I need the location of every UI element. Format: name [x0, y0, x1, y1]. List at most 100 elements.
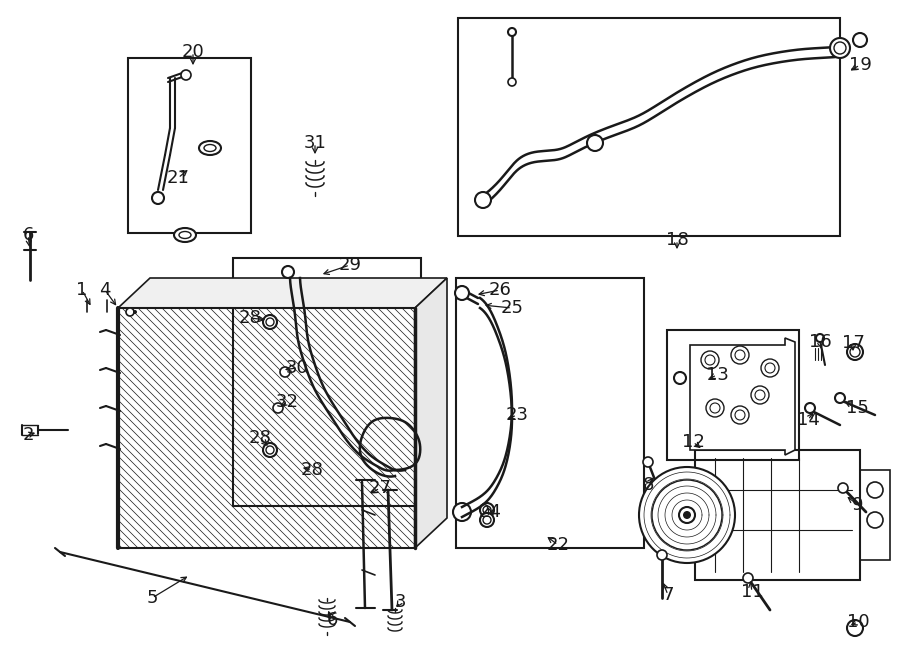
Text: 13: 13: [706, 366, 728, 384]
Text: 18: 18: [666, 231, 688, 249]
Circle shape: [850, 347, 860, 357]
Text: 25: 25: [500, 299, 524, 317]
Bar: [458, 18, 840, 236]
Circle shape: [755, 390, 765, 400]
Circle shape: [639, 467, 735, 563]
Text: 21: 21: [166, 169, 189, 187]
Circle shape: [705, 355, 715, 365]
Circle shape: [867, 512, 883, 528]
Polygon shape: [415, 278, 447, 548]
Circle shape: [508, 78, 516, 86]
Polygon shape: [118, 308, 415, 548]
Polygon shape: [690, 338, 795, 455]
Circle shape: [731, 406, 749, 424]
Text: 26: 26: [489, 281, 511, 299]
Text: 2: 2: [22, 426, 34, 444]
Text: 12: 12: [681, 433, 705, 451]
Ellipse shape: [179, 231, 191, 239]
Circle shape: [731, 346, 749, 364]
Circle shape: [838, 483, 848, 493]
Circle shape: [701, 351, 719, 369]
Circle shape: [126, 308, 134, 316]
Circle shape: [263, 315, 277, 329]
Text: 8: 8: [643, 476, 653, 494]
Text: 20: 20: [182, 43, 204, 61]
Text: 24: 24: [479, 503, 501, 521]
Circle shape: [657, 550, 667, 560]
Circle shape: [805, 403, 815, 413]
Circle shape: [282, 266, 294, 278]
Circle shape: [853, 33, 867, 47]
Circle shape: [835, 393, 845, 403]
Text: 22: 22: [546, 536, 570, 554]
Circle shape: [706, 399, 724, 417]
Text: 9: 9: [852, 496, 864, 514]
Circle shape: [710, 403, 720, 413]
Circle shape: [735, 350, 745, 360]
Circle shape: [483, 516, 491, 524]
Circle shape: [867, 482, 883, 498]
Circle shape: [453, 503, 471, 521]
Circle shape: [679, 507, 695, 523]
Text: 29: 29: [338, 256, 362, 274]
Circle shape: [765, 363, 775, 373]
Text: 3: 3: [394, 593, 406, 611]
Bar: [667, 330, 799, 460]
Text: 28: 28: [238, 309, 261, 327]
Circle shape: [652, 480, 722, 550]
Bar: [233, 258, 421, 506]
Circle shape: [480, 513, 494, 527]
Circle shape: [743, 573, 753, 583]
Polygon shape: [118, 278, 447, 308]
Text: 4: 4: [99, 281, 111, 299]
Text: 10: 10: [847, 613, 869, 631]
Circle shape: [152, 192, 164, 204]
Bar: [695, 450, 860, 580]
Circle shape: [266, 318, 274, 326]
Text: 23: 23: [506, 406, 528, 424]
Ellipse shape: [174, 228, 196, 242]
Circle shape: [133, 310, 137, 314]
Circle shape: [847, 344, 863, 360]
Ellipse shape: [204, 145, 216, 151]
Circle shape: [735, 410, 745, 420]
Circle shape: [475, 192, 491, 208]
Text: 11: 11: [741, 583, 763, 601]
Circle shape: [643, 457, 653, 467]
Circle shape: [683, 511, 691, 519]
Circle shape: [587, 135, 603, 151]
Circle shape: [483, 506, 491, 514]
Text: 31: 31: [303, 134, 327, 152]
Text: 16: 16: [808, 333, 832, 351]
Circle shape: [480, 503, 494, 517]
Circle shape: [181, 70, 191, 80]
Text: 30: 30: [285, 359, 309, 377]
Ellipse shape: [199, 141, 221, 155]
Circle shape: [455, 286, 469, 300]
Text: 15: 15: [846, 399, 868, 417]
Circle shape: [816, 334, 824, 342]
Text: 27: 27: [368, 479, 392, 497]
Circle shape: [674, 372, 686, 384]
Text: 17: 17: [842, 334, 864, 352]
Text: 32: 32: [275, 393, 299, 411]
Text: 5: 5: [146, 589, 158, 607]
Text: 19: 19: [849, 56, 871, 74]
Circle shape: [263, 443, 277, 457]
Bar: [128, 58, 251, 233]
Text: 7: 7: [662, 586, 674, 604]
Circle shape: [834, 42, 846, 54]
Bar: [860, 470, 890, 560]
Text: 6: 6: [22, 226, 33, 244]
Text: 28: 28: [248, 429, 272, 447]
Circle shape: [847, 620, 863, 636]
Circle shape: [751, 386, 769, 404]
Circle shape: [761, 359, 779, 377]
Text: 6: 6: [327, 611, 338, 629]
Circle shape: [830, 38, 850, 58]
Circle shape: [266, 446, 274, 454]
Text: 1: 1: [76, 281, 87, 299]
Bar: [456, 278, 644, 548]
Text: 14: 14: [796, 411, 819, 429]
Text: 28: 28: [301, 461, 323, 479]
